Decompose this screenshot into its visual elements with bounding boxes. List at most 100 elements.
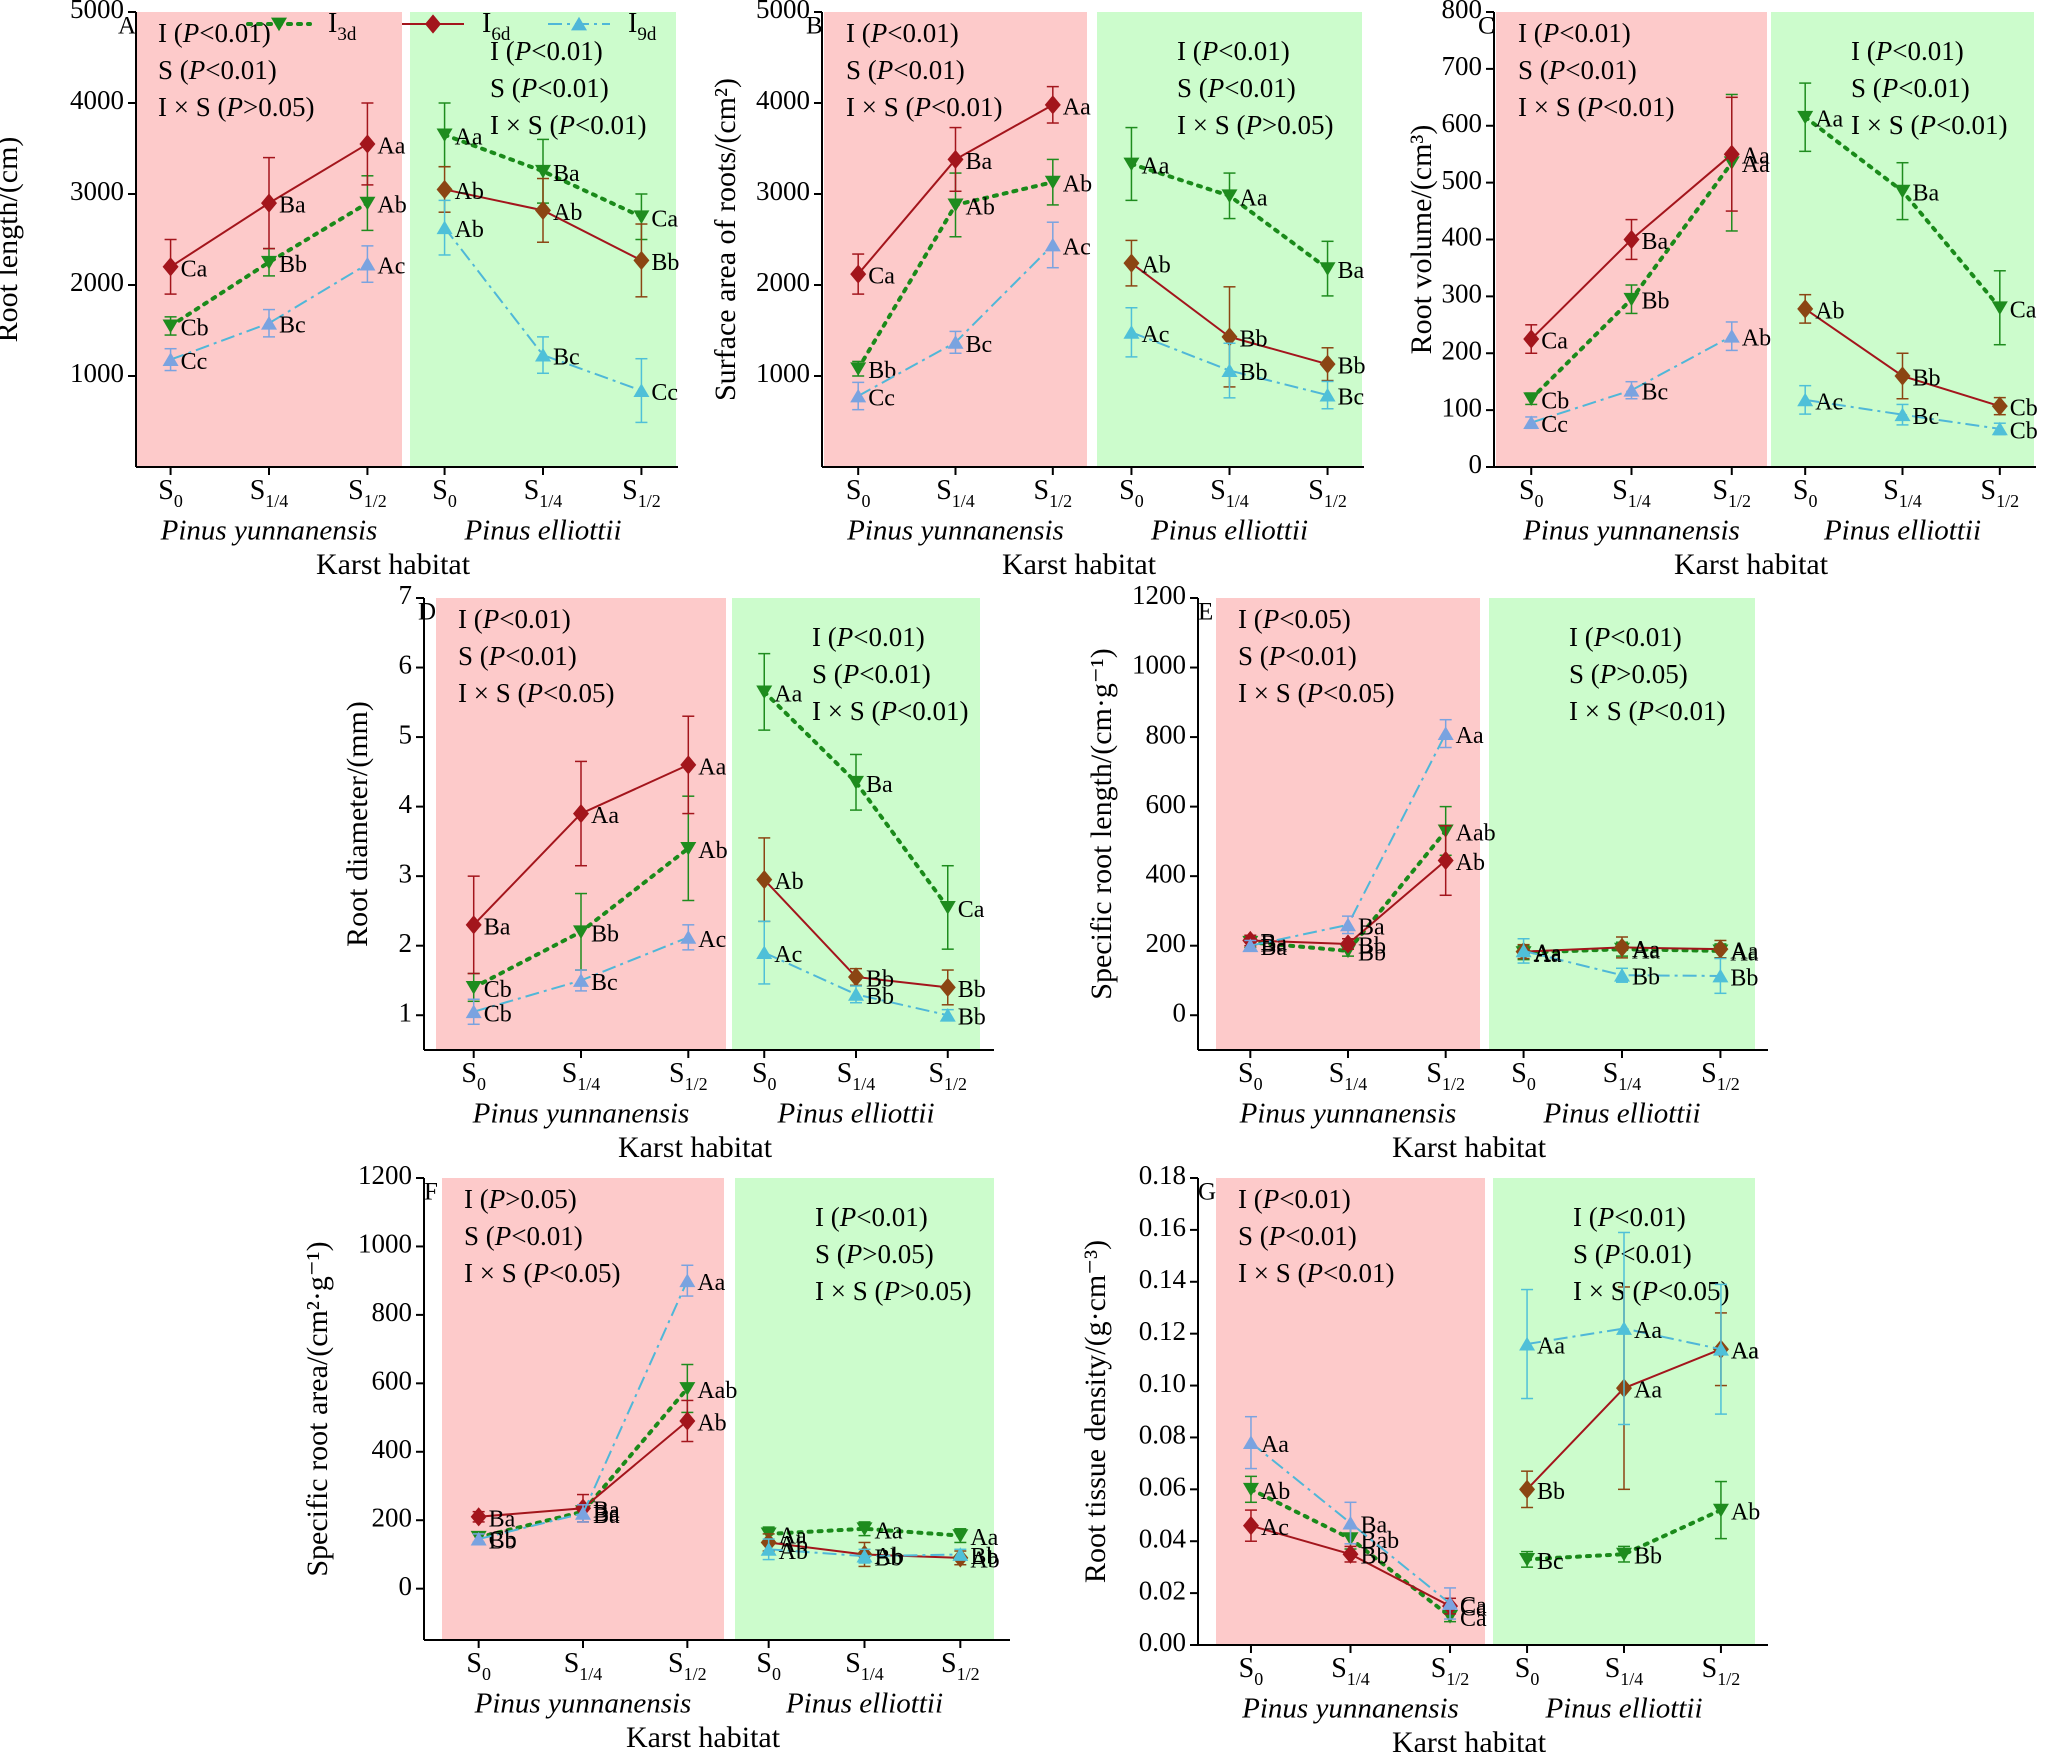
y-tick-label: 4000 [70, 85, 124, 115]
series-line-I9d [1250, 733, 1447, 947]
data-label: Ba [484, 914, 511, 940]
data-label: Ca [1541, 329, 1568, 355]
data-label: Bb [489, 1529, 517, 1555]
data-point-I6d [756, 870, 773, 890]
panel-letter: A [118, 13, 136, 40]
data-label: Ab [455, 179, 484, 205]
stats-line: I × S (P<0.01) [812, 696, 968, 726]
series-line-I3d [766, 1526, 963, 1538]
group-label: Pinus elliottii [463, 515, 621, 547]
data-point-I6d [848, 967, 864, 987]
data-point-I6d [261, 193, 277, 213]
data-point-I9d [1442, 1596, 1459, 1610]
data-label: Ba [1642, 229, 1669, 255]
data-point-I6d [633, 250, 650, 271]
data-label: Aa [1537, 1334, 1565, 1360]
data-label: Aa [698, 754, 726, 780]
data-label: Aa [1632, 937, 1660, 963]
stats-line: I (P<0.01) [1238, 1184, 1351, 1214]
data-point-I3d [465, 981, 482, 995]
data-point-I9d [1319, 387, 1336, 402]
data-label: Ab [697, 1410, 726, 1436]
data-label: Aa [1534, 940, 1562, 966]
data-label: Ab [1261, 1479, 1290, 1505]
y-axis-label: Specific root area/(cm²·g⁻¹) [301, 1241, 334, 1576]
group-label: Pinus yunnanensis [472, 1098, 690, 1130]
data-label: Ab [455, 217, 484, 243]
series-line-I9d [1526, 1327, 1722, 1351]
data-label: Aab [1456, 820, 1496, 846]
x-tick-label: S1/4 [564, 1648, 603, 1684]
data-point-I6d [1523, 329, 1540, 349]
y-tick-label: 800 [372, 1297, 413, 1327]
y-tick-label: 400 [372, 1434, 413, 1464]
data-point-I3d [680, 841, 697, 856]
data-label: Aa [1534, 942, 1562, 968]
stats-line: I × S (P<0.01) [1518, 92, 1674, 122]
data-label: Ac [377, 254, 405, 280]
chart-panel-A: 1000 2000 3000 4000 5000 Root length/(cm) A S0 S… [0, 0, 679, 581]
data-point-I6d [1044, 95, 1061, 115]
x-tick-label: S0 [1515, 1653, 1540, 1689]
data-label: Ca [2010, 297, 2037, 323]
stats-line: S (P<0.01) [1573, 1239, 1692, 1269]
data-label: Bb [651, 250, 679, 276]
data-label: Aa [1731, 1339, 1759, 1365]
data-point-I9d [162, 352, 179, 367]
data-point-I9d [1894, 407, 1911, 422]
x-tick-label: S0 [752, 1058, 777, 1094]
data-label: Ca [1460, 1593, 1487, 1619]
y-tick-label: 300 [1442, 279, 1483, 309]
y-tick-label: 3000 [756, 176, 810, 206]
x-tick-label: S1/4 [936, 475, 975, 511]
data-point-I9d [760, 1542, 777, 1556]
stats-line: I × S (P<0.05) [1238, 678, 1394, 708]
data-label: Bc [1642, 380, 1669, 406]
stats-line: I (P<0.01) [812, 622, 925, 652]
data-point-I3d [679, 1382, 696, 1396]
panel-letter: C [1478, 13, 1495, 40]
data-label: Aa [1632, 939, 1660, 965]
data-point-I9d [1623, 383, 1640, 397]
data-label: Ba [1260, 932, 1287, 958]
data-point-I9d [756, 945, 773, 960]
stats-line: S (P<0.01) [158, 55, 277, 85]
x-tick-label: S1/4 [1210, 475, 1249, 511]
legend-label: I6d [482, 8, 511, 45]
data-point-I6d [1712, 939, 1729, 959]
y-tick-label: 0.08 [1139, 1420, 1186, 1450]
data-point-I3d [535, 164, 551, 179]
data-label: Bb [1537, 1479, 1565, 1505]
data-label: Bab [1361, 1528, 1400, 1554]
data-point-I6d [1991, 396, 2008, 416]
y-tick-label: 1000 [70, 358, 124, 388]
x-tick-label: S1/4 [837, 1058, 876, 1094]
legend-marker [271, 17, 287, 32]
data-label: Aab [697, 1378, 737, 1404]
series-line-I9d [1530, 335, 1733, 424]
data-point-I9d [261, 316, 277, 330]
y-tick-label: 3 [399, 858, 413, 888]
stats-line: S (P<0.01) [1177, 73, 1296, 103]
data-label: Aa [970, 1525, 998, 1551]
data-point-I3d [1523, 392, 1540, 406]
group-label: Pinus yunnanensis [474, 1688, 692, 1720]
y-tick-label: 0.10 [1139, 1368, 1186, 1398]
data-point-I6d [1437, 850, 1454, 871]
y-tick-label: 800 [1442, 0, 1483, 24]
data-label: Ac [1815, 389, 1843, 415]
x-tick-label: S0 [1119, 475, 1144, 511]
x-tick-label: S1/4 [1331, 1653, 1370, 1689]
x-tick-label: S1/2 [928, 1058, 967, 1094]
stats-line: S (P<0.01) [1518, 55, 1637, 85]
data-label: Ca [958, 897, 985, 923]
data-point-I6d [465, 915, 482, 935]
data-point-I9d [947, 335, 964, 349]
data-label: Bc [966, 332, 993, 358]
data-point-I3d [162, 319, 179, 334]
panel-letter: F [424, 1179, 438, 1206]
data-label: Aa [697, 1270, 725, 1296]
data-point-I9d [633, 383, 650, 397]
data-label: Bb [1634, 1544, 1662, 1570]
